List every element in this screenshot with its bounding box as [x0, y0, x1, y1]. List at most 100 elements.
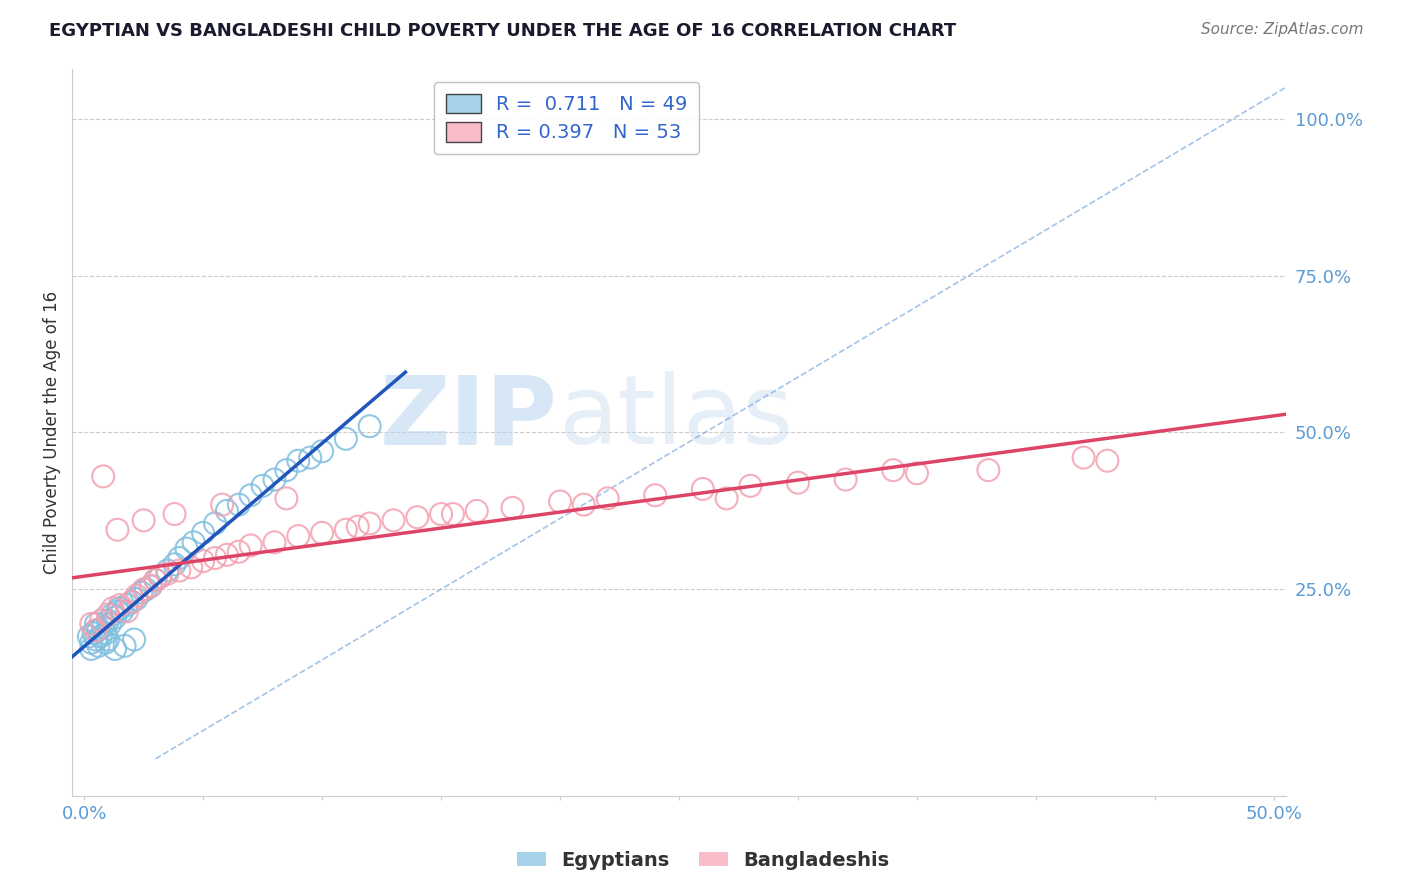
Point [191, 554, 214, 568]
Point [501, 500, 523, 515]
Point [98, 616, 121, 631]
Point [335, 523, 357, 537]
Point [465, 504, 488, 518]
Point [692, 482, 714, 496]
Point [239, 488, 262, 502]
Point [84, 616, 107, 631]
Point [107, 523, 129, 537]
Point [215, 548, 238, 562]
Point [163, 558, 186, 572]
Point [211, 498, 233, 512]
Point [176, 541, 198, 556]
Point [430, 507, 453, 521]
Point [108, 601, 131, 615]
Point [382, 513, 405, 527]
Point [84, 623, 107, 637]
Point [104, 642, 127, 657]
Point [1097, 454, 1119, 468]
Point [156, 564, 179, 578]
Point [104, 610, 127, 624]
Point [115, 598, 138, 612]
Point [125, 589, 148, 603]
Point [263, 473, 285, 487]
Text: Source: ZipAtlas.com: Source: ZipAtlas.com [1201, 22, 1364, 37]
Point [132, 582, 155, 597]
Point [91, 469, 114, 483]
Point [1073, 450, 1095, 465]
Legend: R =  0.711   N = 49, R = 0.397   N = 53: R = 0.711 N = 49, R = 0.397 N = 53 [434, 82, 699, 154]
Point [163, 507, 186, 521]
Point [716, 491, 738, 506]
Text: atlas: atlas [558, 371, 793, 465]
Point [276, 463, 298, 477]
Point [80, 642, 103, 657]
Point [94, 636, 117, 650]
Point [97, 632, 120, 647]
Point [406, 510, 429, 524]
Point [169, 564, 191, 578]
Point [311, 525, 333, 540]
Point [129, 585, 152, 599]
Point [740, 479, 762, 493]
Point [977, 463, 1000, 477]
Point [135, 582, 157, 597]
Point [180, 560, 202, 574]
Point [87, 639, 110, 653]
Point [156, 566, 179, 581]
Point [882, 463, 904, 477]
Point [548, 494, 571, 508]
Point [252, 479, 274, 493]
Point [139, 579, 162, 593]
Point [359, 419, 381, 434]
Point [311, 444, 333, 458]
Point [596, 491, 619, 506]
Text: ZIP: ZIP [380, 371, 558, 465]
Point [139, 579, 162, 593]
Point [204, 551, 226, 566]
Point [905, 467, 928, 481]
Point [441, 507, 464, 521]
Point [572, 498, 595, 512]
Point [346, 519, 368, 533]
Point [83, 626, 105, 640]
Point [204, 516, 226, 531]
Point [169, 551, 191, 566]
Point [263, 535, 285, 549]
Point [90, 614, 112, 628]
Point [287, 454, 309, 468]
Point [834, 473, 856, 487]
Point [80, 616, 103, 631]
Point [80, 636, 103, 650]
Point [145, 573, 167, 587]
Point [125, 591, 148, 606]
Point [215, 504, 238, 518]
Point [114, 639, 136, 653]
Point [97, 607, 120, 622]
Text: EGYPTIAN VS BANGLADESHI CHILD POVERTY UNDER THE AGE OF 16 CORRELATION CHART: EGYPTIAN VS BANGLADESHI CHILD POVERTY UN… [49, 22, 956, 40]
Point [115, 604, 138, 618]
Point [90, 629, 112, 643]
Point [299, 450, 322, 465]
Point [644, 488, 666, 502]
Point [787, 475, 810, 490]
Point [91, 620, 114, 634]
Point [359, 516, 381, 531]
Point [101, 601, 124, 615]
Legend: Egyptians, Bangladeshis: Egyptians, Bangladeshis [509, 843, 897, 878]
Point [122, 632, 145, 647]
Point [77, 629, 100, 643]
Point [191, 525, 214, 540]
Point [276, 491, 298, 506]
Point [121, 595, 143, 609]
Point [287, 529, 309, 543]
Point [145, 573, 167, 587]
Point [228, 498, 250, 512]
Point [149, 570, 172, 584]
Point [108, 598, 131, 612]
Point [101, 607, 124, 622]
Point [94, 626, 117, 640]
Point [239, 538, 262, 552]
Y-axis label: Child Poverty Under the Age of 16: Child Poverty Under the Age of 16 [44, 291, 60, 574]
Point [132, 513, 155, 527]
Point [87, 623, 110, 637]
